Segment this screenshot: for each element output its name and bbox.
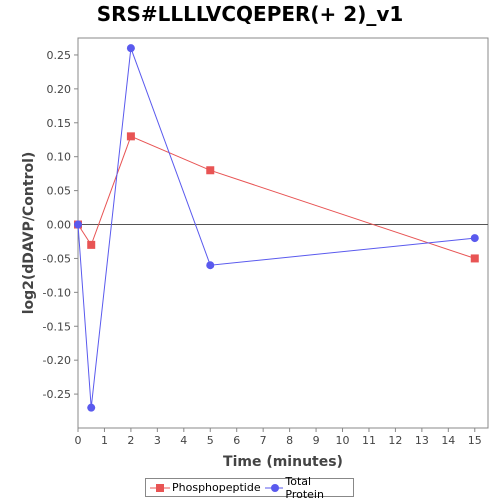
x-tick-label: 13	[415, 434, 429, 447]
x-tick-label: 6	[233, 434, 240, 447]
y-tick-label: -0.05	[43, 252, 71, 265]
x-tick-label: 4	[180, 434, 187, 447]
x-tick-label: 2	[127, 434, 134, 447]
square-marker-icon	[150, 483, 170, 492]
y-axis-label: log2(dDAVP/Control)	[21, 152, 37, 315]
y-axis: 0.25 0.20 0.15 0.10 0.05 0.00 -0.05 -0.10 -0.15 -…	[43, 49, 78, 401]
x-tick-label: 9	[313, 434, 320, 447]
y-tick-label: 0.10	[47, 151, 72, 164]
x-tick-label: 7	[260, 434, 267, 447]
series-group	[74, 44, 479, 412]
y-tick-label: 0.25	[47, 49, 72, 62]
plot-area	[77, 37, 489, 429]
legend-item-phosphopeptide: Phosphopeptide	[150, 481, 261, 494]
data-point-phosphopeptide	[87, 240, 96, 249]
y-tick-label: -0.20	[43, 354, 71, 367]
x-tick-label: 0	[75, 434, 82, 447]
legend-label-total-protein: Total Protein	[285, 474, 324, 501]
x-tick-label: 3	[154, 434, 161, 447]
y-tick-label: 0.15	[47, 117, 72, 130]
data-point-phosphopeptide	[126, 132, 135, 141]
data-point-phosphopeptide	[206, 166, 215, 175]
x-axis: 0 1 2 3 4 5 6 7 8 9 10 11 12 13 14 15	[75, 428, 482, 447]
x-tick-label: 11	[362, 434, 376, 447]
data-point-phosphopeptide	[470, 254, 479, 263]
chart-title: SRS#LLLLVCQEPER(+ 2)_v1	[96, 2, 404, 26]
y-tick-label: -0.15	[43, 320, 71, 333]
data-point-total-protein	[74, 220, 82, 229]
x-tick-label: 5	[207, 434, 214, 447]
legend-label-phosphopeptide: Phosphopeptide	[172, 481, 261, 494]
x-tick-label: 15	[468, 434, 482, 447]
y-tick-label: 0.20	[47, 83, 72, 96]
x-tick-label: 10	[336, 434, 350, 447]
data-point-total-protein	[470, 234, 479, 243]
data-point-total-protein	[126, 44, 135, 53]
x-tick-label: 8	[286, 434, 293, 447]
x-tick-label: 14	[441, 434, 455, 447]
data-point-total-protein	[206, 261, 215, 270]
y-tick-label: 0.05	[47, 185, 72, 198]
y-tick-label: -0.25	[43, 388, 71, 401]
x-tick-label: 12	[388, 434, 402, 447]
legend: Phosphopeptide Total Protein	[145, 475, 354, 501]
y-tick-label: -0.10	[43, 286, 71, 299]
circle-marker-icon	[264, 483, 284, 492]
data-point-total-protein	[87, 403, 96, 412]
x-axis-label: Time (minutes)	[223, 454, 343, 470]
x-tick-label: 1	[101, 434, 108, 447]
legend-item-total-protein: Total Protein	[264, 474, 349, 501]
y-tick-label: 0.00	[47, 219, 72, 232]
